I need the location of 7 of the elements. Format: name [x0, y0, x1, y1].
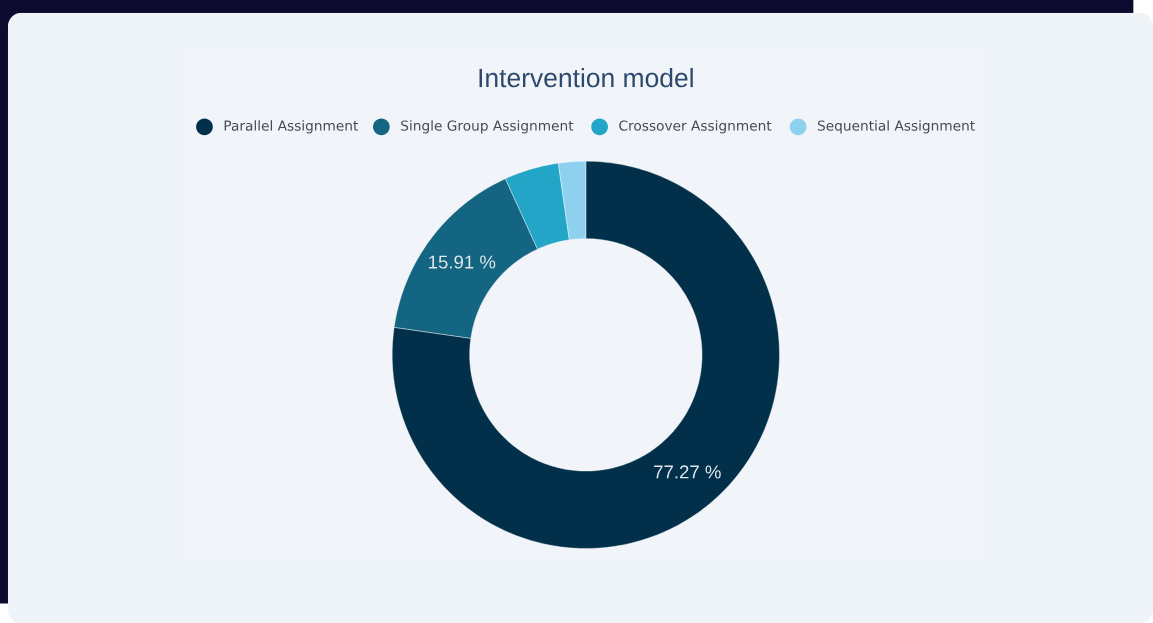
legend-label: Parallel Assignment [224, 120, 359, 134]
legend-label: Single Group Assignment [401, 120, 574, 134]
data-label: 77.27 % [654, 465, 721, 479]
legend-label: Crossover Assignment [619, 120, 772, 134]
data-label: 15.91 % [429, 255, 496, 269]
legend-label: Sequential Assignment [817, 120, 975, 134]
chart-title: Intervention model [479, 67, 693, 88]
